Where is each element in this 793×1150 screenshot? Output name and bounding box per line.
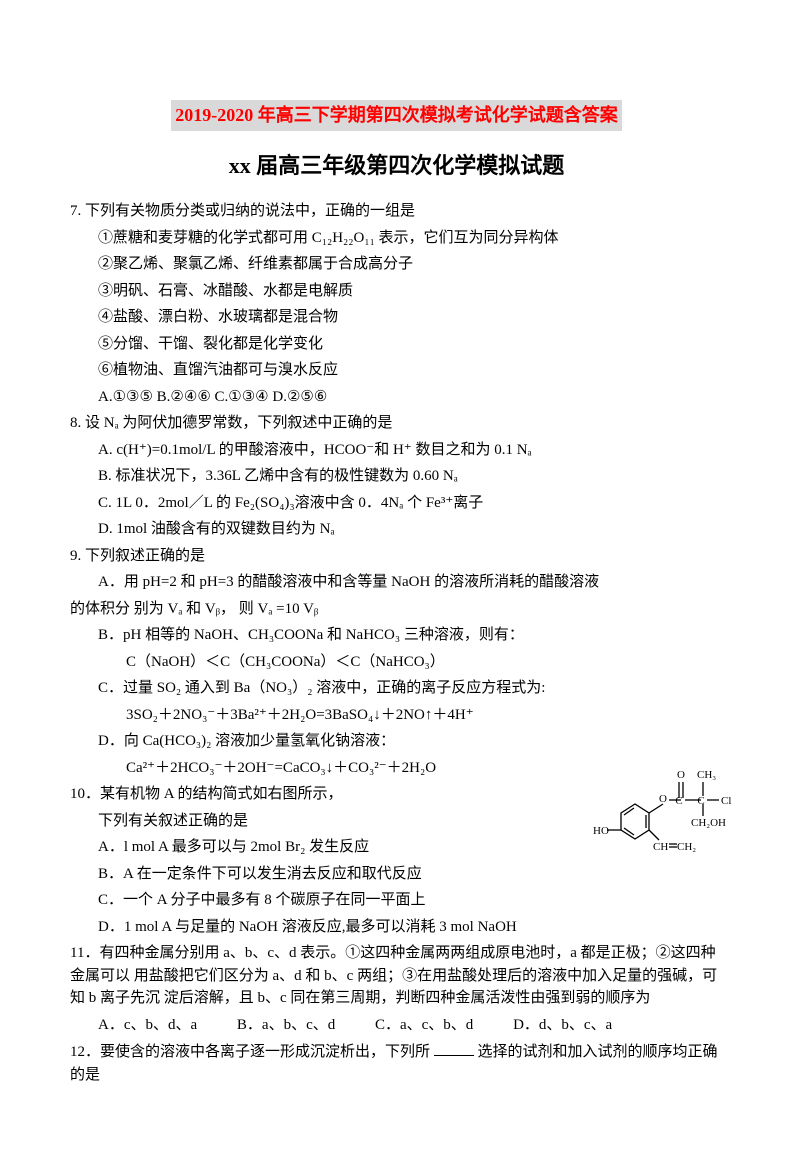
q9-opt-b2: C（NaOH）＜C（CH₃COONa）＜C（NaHCO₃）	[70, 651, 723, 674]
document-banner: 2019-2020 年高三下学期第四次模拟考试化学试题含答案	[171, 100, 622, 131]
q9-opt-a1: A．用 pH=2 和 pH=3 的醋酸溶液中和含等量 NaOH 的溶液所消耗的醋…	[70, 571, 723, 594]
mol-label-c-right: C	[697, 795, 704, 807]
q7-item-3: ③明矾、石膏、冰醋酸、水都是电解质	[70, 280, 723, 303]
q11-opt-b: B．a、b、c、d	[237, 1017, 335, 1033]
q7-options: A.①③⑤ B.②④⑥ C.①③④ D.②⑤⑥	[70, 386, 723, 409]
q7-item-4: ④盐酸、漂白粉、水玻璃都是混合物	[70, 306, 723, 329]
q9-opt-c2: 3SO₂＋2NO₃⁻＋3Ba²⁺＋2H₂O=3BaSO₄↓＋2NO↑＋4H⁺	[70, 704, 723, 727]
mol-label-ch: CH	[653, 841, 668, 853]
mol-label-ho: HO	[593, 825, 609, 837]
q7-item-1: ①蔗糖和麦芽糖的化学式都可用 C₁₂H₂₂O₁₁ 表示，它们互为同分异构体	[70, 227, 723, 250]
mol-label-ch2: CH₂	[677, 841, 696, 853]
mol-label-o-single: O	[659, 793, 667, 805]
q12-stem-a: 12．要使含的溶液中各离子逐一形成沉淀析出，下列所	[70, 1044, 430, 1060]
q9-opt-b1: B．pH 相等的 NaOH、CH₃COONa 和 NaHCO₃ 三种溶液，则有：	[70, 624, 723, 647]
q9-opt-c1: C．过量 SO₂ 通入到 Ba（NO₃）₂ 溶液中，正确的离子反应方程式为:	[70, 677, 723, 700]
molecule-structure-diagram: O CH₃ O C C Cl CH₂OH HO CH CH₂	[593, 758, 733, 878]
q7-item-6: ⑥植物油、直馏汽油都可与溴水反应	[70, 359, 723, 382]
q12-blank	[434, 1040, 474, 1056]
q8-opt-d: D. 1mol 油酸含有的双键数目约为 Nₐ	[70, 518, 723, 541]
q7-item-5: ⑤分馏、干馏、裂化都是化学变化	[70, 333, 723, 356]
q11-opt-c: C．a、c、b、d	[375, 1017, 473, 1033]
q7-stem: 7. 下列有关物质分类或归纳的说法中，正确的一组是	[70, 200, 723, 223]
q10-opt-d: D．1 mol A 与足量的 NaOH 溶液反应,最多可以消耗 3 mol Na…	[70, 916, 723, 939]
molecule-svg: O CH₃ O C C Cl CH₂OH HO CH CH₂	[593, 758, 733, 878]
q8-stem: 8. 设 Nₐ 为阿伏加德罗常数，下列叙述中正确的是	[70, 412, 723, 435]
exam-page: 2019-2020 年高三下学期第四次模拟考试化学试题含答案 xx 届高三年级第…	[0, 0, 793, 1150]
mol-label-o-dbl: O	[677, 769, 685, 781]
q11-stem: 11．有四种金属分别用 a、b、c、d 表示。①这四种金属两两组成原电池时，a …	[70, 942, 723, 1010]
mol-label-c-center: C	[675, 795, 682, 807]
q9-opt-d1: D．向 Ca(HCO₃)₂ 溶液加少量氢氧化钠溶液：	[70, 730, 723, 753]
q7-item-2: ②聚乙烯、聚氯乙烯、纤维素都属于合成高分子	[70, 253, 723, 276]
q8-opt-b: B. 标准状况下，3.36L 乙烯中含有的极性键数为 0.60 Nₐ	[70, 465, 723, 488]
q9-opt-a2: 的体积分 别为 Vₐ 和 Vᵦ， 则 Vₐ =10 Vᵦ	[70, 598, 723, 621]
q12-stem: 12．要使含的溶液中各离子逐一形成沉淀析出，下列所 选择的试剂和加入试剂的顺序均…	[70, 1040, 723, 1086]
q11-opt-d: D．d、b、c、a	[513, 1017, 612, 1033]
q8-opt-c: C. 1L 0．2mol／L 的 Fe₂(SO₄)₃溶液中含 0．4Nₐ 个 F…	[70, 492, 723, 515]
mol-label-cl: Cl	[721, 795, 731, 807]
q11-options-row: A．c、b、d、a B．a、b、c、d C．a、c、b、d D．d、b、c、a	[70, 1014, 723, 1037]
mol-label-ch2oh: CH₂OH	[691, 817, 726, 829]
q10-opt-c: C．一个 A 分子中最多有 8 个碳原子在同一平面上	[70, 889, 723, 912]
q11-opt-a: A．c、b、d、a	[98, 1017, 197, 1033]
mol-label-ch3: CH₃	[697, 769, 716, 781]
q9-stem: 9. 下列叙述正确的是	[70, 545, 723, 568]
document-title: xx 届高三年级第四次化学模拟试题	[70, 149, 723, 182]
banner-wrap: 2019-2020 年高三下学期第四次模拟考试化学试题含答案	[70, 100, 723, 131]
q8-opt-a: A. c(H⁺)=0.1mol/L 的甲酸溶液中，HCOO⁻和 H⁺ 数目之和为…	[70, 439, 723, 462]
